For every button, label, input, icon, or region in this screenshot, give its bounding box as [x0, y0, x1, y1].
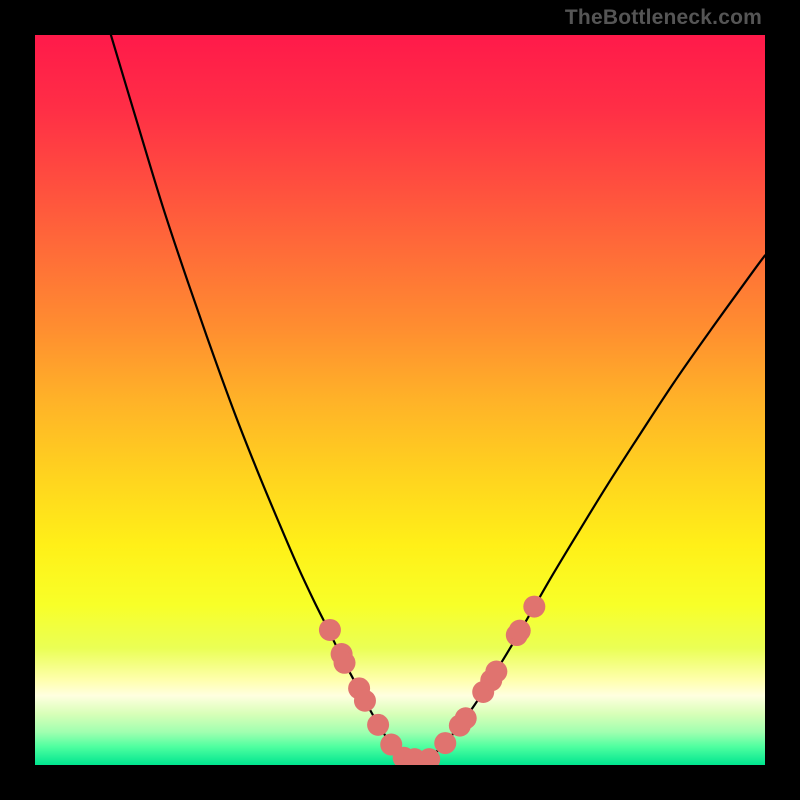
data-marker [334, 652, 356, 674]
data-marker [319, 619, 341, 641]
watermark-text: TheBottleneck.com [565, 6, 762, 30]
data-marker [455, 707, 477, 729]
data-marker [367, 714, 389, 736]
data-marker [434, 732, 456, 754]
plot-area [35, 35, 765, 765]
outer-frame: TheBottleneck.com [0, 0, 800, 800]
bottleneck-chart [35, 35, 765, 765]
data-marker [485, 661, 507, 683]
data-marker [523, 596, 545, 618]
data-marker [509, 620, 531, 642]
data-marker [354, 690, 376, 712]
